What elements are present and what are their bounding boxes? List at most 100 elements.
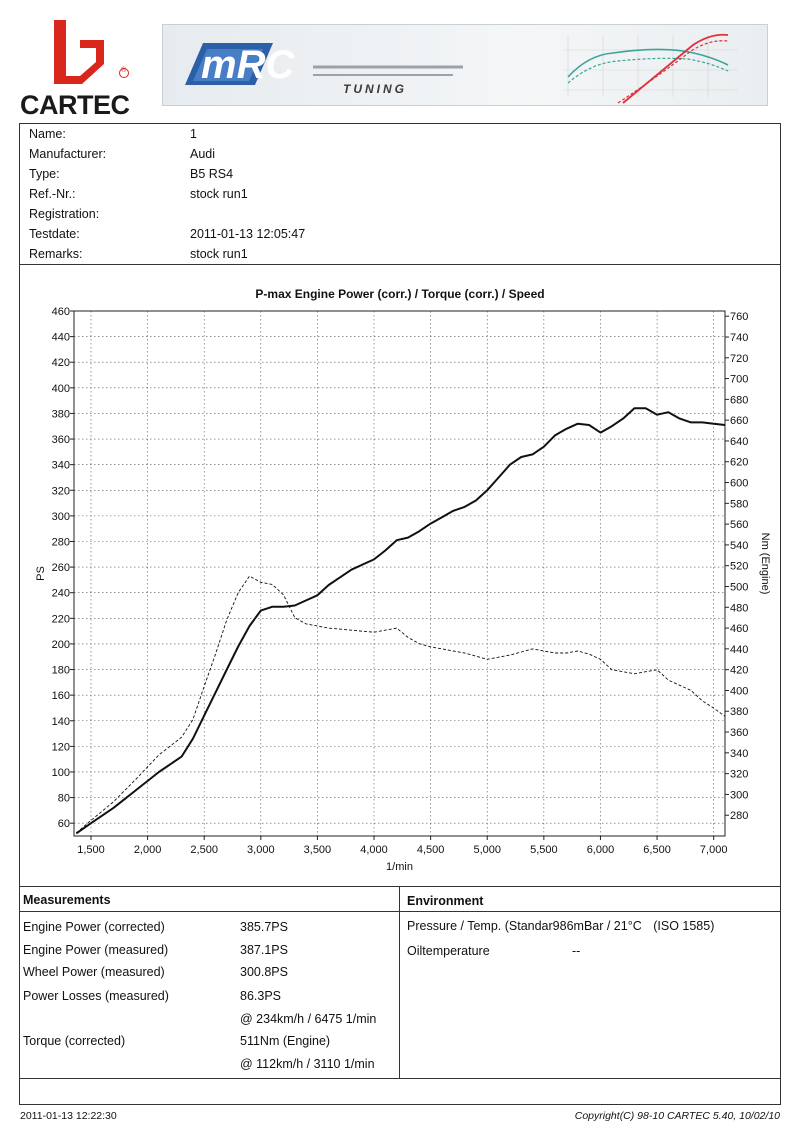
measurement-label: Torque (corrected) [23, 1034, 126, 1048]
x-tick-label: 4,000 [360, 844, 388, 856]
info-value: 1 [190, 127, 197, 141]
cartec-logo-icon [54, 20, 129, 84]
logo-text: CARTEC [20, 90, 130, 120]
y2-tick-label: 500 [730, 581, 748, 593]
info-value: B5 RS4 [190, 167, 234, 181]
plot-border [73, 310, 726, 837]
banner-graphic: mRC TUNING [185, 33, 738, 104]
section-divider [399, 886, 400, 1078]
power-line [75, 407, 726, 835]
measurement-label: Engine Power (corrected) [23, 920, 165, 934]
pressure-row: Pressure / Temp. (Standar986mBar / 21°C … [407, 919, 714, 933]
y2-tick-label: 300 [730, 789, 748, 801]
y-tick-label: 240 [52, 588, 70, 600]
y2-tick-label: 600 [730, 478, 748, 490]
info-value: Audi [190, 147, 216, 161]
info-label: Manufacturer: [29, 147, 107, 161]
y-tick-label: 200 [52, 639, 70, 651]
pressure-value: 986mBar / 21°C [552, 919, 642, 933]
y-tick-label: 160 [52, 690, 70, 702]
mrc-tuning-banner: mRC TUNING [162, 24, 768, 106]
measurement-value: @ 234km/h / 6475 1/min [240, 1012, 377, 1026]
footer-timestamp: 2011-01-13 12:22:30 [20, 1110, 117, 1122]
banner-sub: TUNING [343, 82, 407, 96]
y-tick-label: 360 [52, 434, 70, 446]
y-tick-label: 300 [52, 511, 70, 523]
x-tick-label: 5,000 [473, 844, 501, 856]
footer-copyright: Copyright(C) 98-10 CARTEC 5.40, 10/02/10 [574, 1110, 780, 1122]
y2-tick-label: 380 [730, 706, 748, 718]
torque-line [76, 575, 726, 834]
y2-tick-label: 340 [730, 748, 748, 760]
measurements-title: Measurements [23, 893, 111, 907]
chart-title: P-max Engine Power (corr.) / Torque (cor… [255, 287, 545, 301]
x-tick-label: 4,500 [417, 844, 445, 856]
y-tick-label: 320 [52, 485, 70, 497]
environment-title: Environment [407, 894, 484, 908]
y2-axis-label: Nm (Engine) [759, 533, 771, 595]
y-axis-label: PS [35, 566, 47, 581]
x-axis-label: 1/min [386, 861, 413, 873]
measurement-value: @ 112km/h / 3110 1/min [240, 1057, 375, 1071]
y2-tick-label: 520 [730, 561, 748, 573]
measurement-label: Power Losses (measured) [23, 989, 169, 1003]
x-tick-label: 6,000 [587, 844, 615, 856]
measurement-value: 86.3PS [240, 989, 282, 1003]
pressure-label: Pressure / Temp. (Standar [407, 919, 553, 933]
y2-tick-label: 640 [730, 436, 748, 448]
y2-tick-label: 400 [730, 685, 748, 697]
info-label: Testdate: [29, 227, 80, 241]
y2-tick-label: 320 [730, 769, 748, 781]
y2-tick-label: 460 [730, 623, 748, 635]
report-frame [19, 123, 781, 1105]
y-tick-label: 220 [52, 613, 70, 625]
x-tick-label: 2,000 [134, 844, 162, 856]
info-label: Registration: [29, 207, 100, 221]
oil-value: -- [572, 944, 581, 958]
y2-tick-label: 660 [730, 415, 748, 427]
y-tick-label: 280 [52, 536, 70, 548]
y-tick-label: 140 [52, 716, 70, 728]
y2-tick-label: 480 [730, 602, 748, 614]
oil-label: Oiltemperature [407, 944, 490, 958]
y-tick-label: 120 [52, 741, 70, 753]
y2-tick-label: 560 [730, 519, 748, 531]
x-tick-label: 1,500 [77, 844, 105, 856]
divider [19, 264, 781, 265]
y2-tick-label: 760 [730, 311, 748, 323]
measurement-value: 511Nm (Engine) [240, 1034, 331, 1048]
y-tick-label: 80 [58, 793, 70, 805]
info-label: Type: [29, 167, 60, 181]
info-value: 2011-01-13 12:05:47 [190, 227, 306, 241]
y-tick-label: 400 [52, 383, 70, 395]
info-label: Ref.-Nr.: [29, 187, 76, 201]
y2-tick-label: 540 [730, 540, 748, 552]
y-tick-label: 380 [52, 408, 70, 420]
y2-tick-label: 280 [730, 810, 748, 822]
y2-tick-label: 720 [730, 353, 748, 365]
y2-tick-label: 580 [730, 498, 748, 510]
registered-mark: ® [121, 67, 127, 74]
x-tick-label: 2,500 [190, 844, 218, 856]
y2-tick-label: 620 [730, 457, 748, 469]
divider [19, 886, 781, 887]
y2-tick-label: 420 [730, 665, 748, 677]
info-value: stock run1 [190, 247, 248, 261]
divider [19, 911, 781, 912]
pressure-norm: (ISO 1585) [653, 919, 715, 933]
measurement-label: Engine Power (measured) [23, 943, 169, 957]
y2-tick-label: 740 [730, 332, 748, 344]
measurement-label: Wheel Power (measured) [23, 965, 165, 979]
dyno-chart: 60 80 100 120 140 160 180 200 220 240 260 280 300 320… [35, 306, 771, 873]
x-tick-label: 6,500 [643, 844, 671, 856]
measurement-value: 387.1PS [240, 943, 288, 957]
info-label: Remarks: [29, 247, 83, 261]
y-tick-label: 440 [52, 332, 70, 344]
cartec-logo: ® CARTEC [20, 18, 150, 123]
y-tick-label: 260 [52, 562, 70, 574]
y2-tick-label: 700 [730, 374, 748, 386]
info-label: Name: [29, 127, 66, 141]
y2-tick-label: 360 [730, 727, 748, 739]
x-tick-label: 3,000 [247, 844, 275, 856]
x-tick-label: 3,500 [304, 844, 332, 856]
